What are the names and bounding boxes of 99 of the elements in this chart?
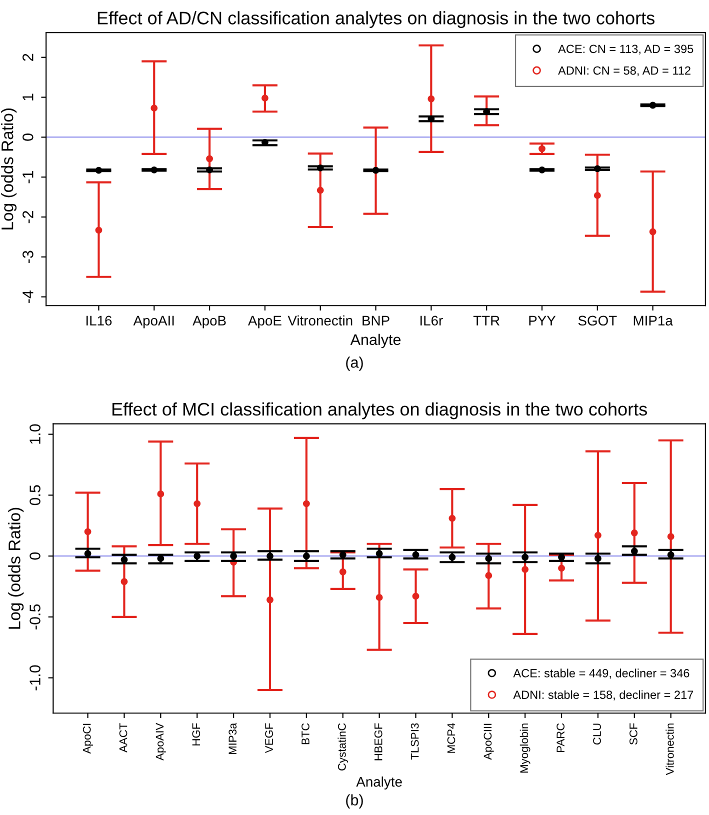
y-tick-label: 2 [22, 54, 34, 61]
legend-label: ACE: CN = 113, AD = 395 [558, 44, 694, 54]
chart-title: Effect of MCI classification analytes on diagnosis in the two cohorts [112, 402, 647, 420]
x-tick-label: MIP3a [228, 722, 237, 754]
y-tick-label: 0 [30, 552, 40, 560]
x-tick-label: MIP1a [634, 316, 673, 326]
x-tick-label: CystatinC [338, 723, 348, 770]
point [302, 500, 310, 508]
point [485, 555, 492, 562]
x-tick-label: VEGF [265, 723, 273, 754]
point [150, 166, 158, 174]
point [261, 94, 268, 102]
point [206, 155, 214, 162]
chart-title: Effect of AD/CN classification analytes on diagnosis in the two cohorts [98, 11, 654, 28]
point [448, 554, 456, 561]
point [594, 555, 602, 562]
y-axis-title: Log (odds Ratio) [1, 108, 17, 230]
x-tick-label: TTR [473, 316, 500, 326]
text: (b) [346, 794, 363, 808]
y-tick-label: 0 [22, 134, 34, 141]
point [630, 548, 638, 555]
point [302, 552, 310, 560]
x-tick-label: TLSPI3 [410, 723, 419, 760]
point [376, 550, 383, 558]
x-tick-label: BTC [302, 723, 310, 744]
point [428, 115, 435, 122]
y-axis-title: Log (odds Ratio) [8, 508, 24, 629]
x-tick-label: IL16 [86, 316, 112, 326]
x-tick-label: IL6r [420, 316, 443, 326]
legend-label: ACE: stable = 449, decliner = 346 [513, 668, 690, 679]
y-tick-label: -1.0 [30, 665, 40, 690]
x-tick-label: ApoAIV [156, 722, 166, 761]
point [594, 165, 601, 172]
x-axis-title: Analyte [356, 776, 402, 790]
x-tick-label: SCF [630, 723, 638, 745]
x-tick-label: HGF [192, 723, 200, 746]
point [230, 552, 238, 560]
point [428, 95, 435, 102]
y-tick-label: -0.5 [30, 604, 40, 630]
x-tick-label: SGOT [578, 316, 617, 326]
x-tick-label: BNP [362, 316, 390, 326]
point [95, 226, 102, 234]
point [316, 186, 324, 194]
point [157, 490, 164, 498]
legend-label: ADNI: stable = 158, decliner = 217 [513, 690, 694, 700]
legend-label: ADNI: CN = 58, AD = 112 [558, 66, 690, 76]
x-tick-label: ApoE [248, 316, 282, 328]
x-tick-label: AACT [119, 723, 128, 752]
x-tick-label: HBEGF [374, 723, 382, 760]
point [95, 166, 102, 174]
x-tick-label: ApoCIII [484, 724, 494, 760]
point [485, 572, 492, 579]
point [594, 192, 601, 199]
point [448, 514, 456, 522]
x-tick-label: PARC [556, 723, 564, 752]
point [120, 578, 128, 586]
point [150, 104, 158, 112]
point [84, 550, 92, 558]
x-tick-label: PYY [529, 316, 556, 326]
point [194, 500, 201, 508]
y-tick-label: 1.0 [30, 424, 40, 444]
point [558, 564, 565, 572]
x-tick-label: Myoglobin [520, 724, 530, 773]
y-tick-label: -1 [22, 171, 34, 184]
text: (a) [346, 356, 363, 371]
x-tick-label: ApoCI [82, 724, 93, 754]
point [266, 596, 274, 604]
point [157, 555, 164, 562]
x-axis-title: Analyte [350, 334, 401, 348]
x-tick-label: ApoAII [133, 316, 174, 328]
point [376, 594, 383, 601]
point [649, 102, 656, 109]
point [649, 228, 656, 236]
point [194, 552, 201, 560]
x-tick-label: MCP4 [447, 723, 456, 753]
point [538, 166, 546, 174]
point [667, 533, 674, 540]
point [206, 166, 214, 174]
y-tick-label: 0.5 [30, 485, 40, 506]
y-tick-label: 1 [22, 94, 34, 100]
point [339, 568, 346, 576]
point [594, 532, 602, 539]
point [522, 554, 529, 561]
point [120, 556, 128, 564]
x-tick-label: Vitronectin [288, 315, 352, 326]
point [412, 592, 420, 600]
point [84, 528, 92, 536]
point [667, 551, 674, 558]
point [522, 566, 529, 573]
point [412, 551, 420, 558]
y-tick-label: -2 [22, 210, 34, 224]
x-tick-label: Vitronectin [666, 724, 674, 776]
y-tick-label: -3 [22, 250, 34, 264]
x-tick-label: CLU [593, 724, 601, 745]
y-tick-label: -4 [22, 290, 34, 303]
point [339, 551, 346, 558]
point [630, 529, 638, 536]
x-tick-label: ApoB [192, 316, 226, 328]
point [316, 164, 324, 172]
